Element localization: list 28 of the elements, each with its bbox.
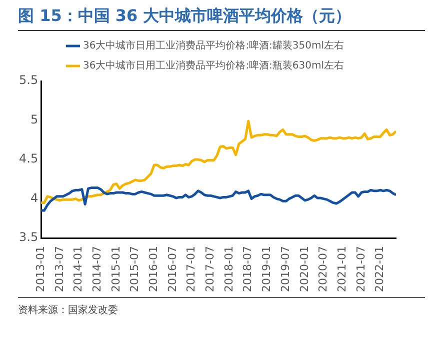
x-tick-label: 2019-07 — [278, 246, 292, 292]
y-tick-label: 5.5 — [18, 73, 38, 88]
x-tick-label: 2013-01 — [34, 246, 47, 292]
x-tick-label: 2017-07 — [204, 246, 217, 292]
x-tick-label: 2020-01 — [298, 246, 311, 292]
x-tick-label: 2014-01 — [72, 246, 85, 292]
x-tick-label: 2018-01 — [222, 246, 236, 292]
y-tick-label: 4 — [30, 190, 38, 205]
x-tick-label: 2015-01 — [109, 246, 122, 292]
x-tick-label: 2015-07 — [128, 246, 142, 292]
x-tick-label: 2021-01 — [335, 246, 348, 292]
x-tick-label: 2016-07 — [166, 246, 179, 292]
x-tick-label: 2019-01 — [260, 246, 274, 292]
y-tick-label: 3.5 — [18, 230, 38, 244]
y-tick-label: 4.5 — [18, 152, 38, 166]
x-tick-label: 2016-01 — [147, 246, 160, 292]
text: 资料来源：国家发改委 — [18, 304, 119, 317]
x-tick-label: 2018-07 — [241, 246, 254, 292]
y-tick-label: 5 — [30, 112, 38, 126]
legend-label: 36大中城市日用工业消费品平均价格:啤酒:瓶装630ml左右 — [82, 60, 344, 72]
x-tick-label: 2014-07 — [90, 246, 104, 292]
x-tick-label: 2017-01 — [184, 246, 198, 292]
x-tick-label: 2021-07 — [354, 246, 368, 292]
x-tick-label: 2013-07 — [52, 246, 66, 292]
chart-title: 图 15：中国 36 大中城市啤酒平均价格（元） — [18, 6, 425, 31]
legend-label: 36大中城市日用工业消费品平均价格:啤酒:罐装350ml左右 — [82, 40, 344, 52]
x-tick-label: 2020-07 — [316, 246, 330, 292]
x-tick-label: 2022-01 — [373, 246, 386, 292]
